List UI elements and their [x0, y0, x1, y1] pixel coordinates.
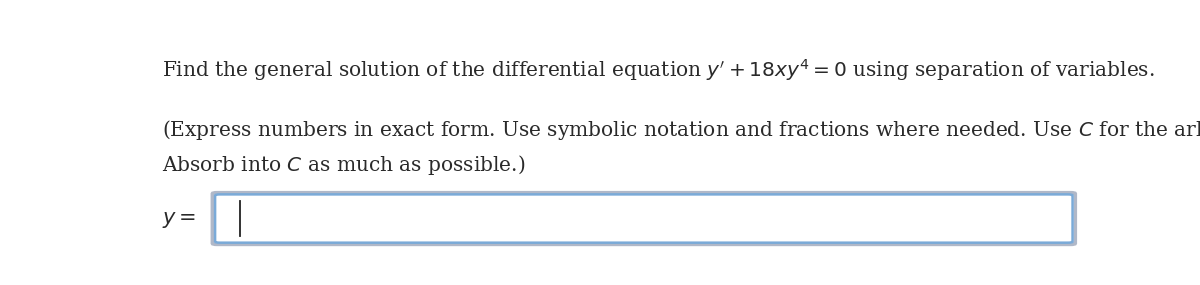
FancyBboxPatch shape [212, 193, 1075, 245]
Text: Absorb into $C$ as much as possible.): Absorb into $C$ as much as possible.) [162, 153, 526, 177]
Text: Find the general solution of the differential equation $y^{\prime} + 18xy^{4} = : Find the general solution of the differe… [162, 57, 1154, 83]
Text: $y =$: $y =$ [162, 210, 197, 230]
FancyBboxPatch shape [215, 194, 1073, 243]
Text: (Express numbers in exact form. Use symbolic notation and fractions where needed: (Express numbers in exact form. Use symb… [162, 118, 1200, 142]
